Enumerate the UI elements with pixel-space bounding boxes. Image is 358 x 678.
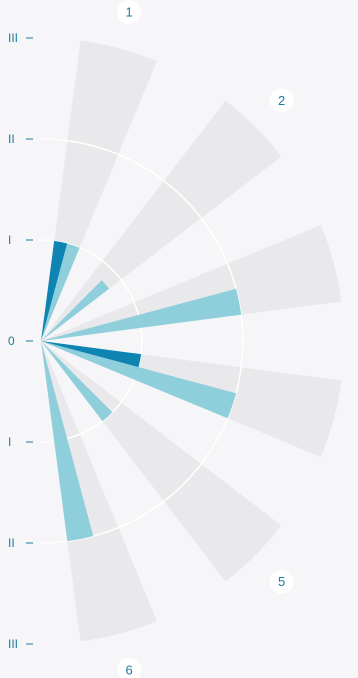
tick-label: II	[8, 132, 15, 146]
grid-circle-1	[40, 239, 143, 443]
label-circle	[269, 88, 294, 113]
tick-label: I	[8, 233, 11, 247]
bar-series2-2	[41, 280, 110, 341]
label-text: 2	[278, 93, 285, 108]
bar-series2-6	[41, 341, 94, 542]
radial-tick-4: I	[8, 435, 33, 449]
background-sector-3	[41, 225, 342, 341]
tick-label: I	[8, 435, 11, 449]
radial-tick-2: I	[8, 233, 33, 247]
label-circle	[117, 0, 142, 25]
radial-tick-3: 0	[8, 334, 33, 348]
radial-tick-5: II	[8, 536, 33, 550]
bar-series1-1	[41, 240, 68, 341]
sector-label-2: 2	[269, 88, 294, 113]
sector-label-1: 1	[117, 0, 142, 25]
bar-series2-5	[41, 341, 113, 422]
radial-tick-6: III	[8, 637, 33, 651]
label-text: 6	[125, 662, 132, 677]
tick-label: II	[8, 536, 15, 550]
sector-label-6: 6	[117, 657, 142, 678]
label-text: 5	[278, 574, 285, 589]
bar-series1-4	[41, 341, 142, 368]
background-sectors	[41, 40, 342, 642]
label-circle	[117, 657, 142, 678]
grid-lines	[40, 138, 244, 544]
radial-tick-0: III	[8, 31, 33, 45]
background-sector-5	[41, 341, 282, 582]
data-bars	[41, 240, 242, 542]
sector-label-5: 5	[269, 569, 294, 594]
tick-label: 0	[8, 334, 15, 348]
tick-label: III	[8, 31, 18, 45]
radial-tick-1: II	[8, 132, 33, 146]
bar-series2-1	[41, 243, 80, 341]
label-circle	[269, 569, 294, 594]
grid-circle-2	[40, 138, 244, 544]
bar-series2-3	[41, 288, 242, 341]
background-sector-2	[41, 100, 282, 341]
tick-label: III	[8, 637, 18, 651]
label-text: 1	[125, 5, 132, 20]
bar-series2-4	[41, 341, 237, 419]
sector-labels: 123456	[117, 0, 358, 678]
background-sector-6	[41, 341, 157, 642]
